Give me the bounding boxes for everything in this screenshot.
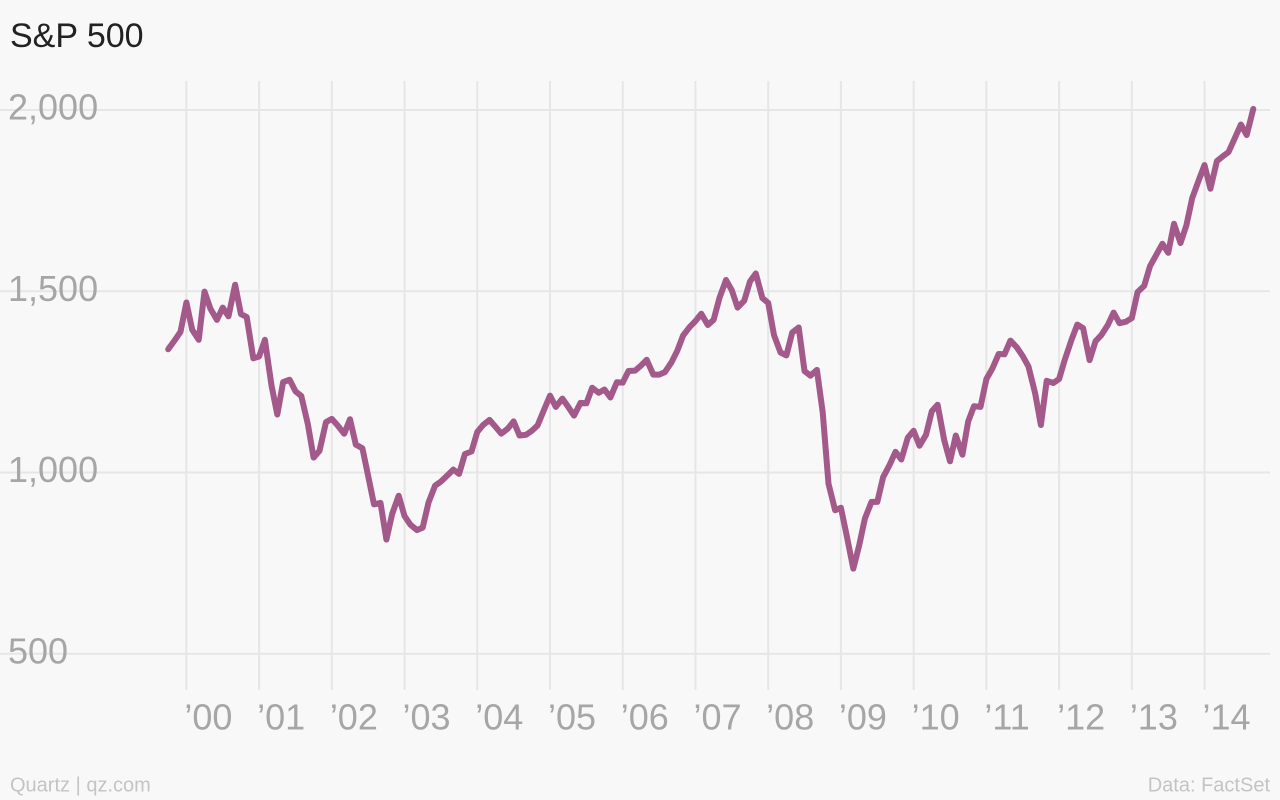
y-tick-label: 500 — [8, 630, 68, 671]
source: Data: FactSet — [1148, 774, 1271, 796]
x-tick-label: ’13 — [1130, 697, 1178, 738]
x-tick-label: ’02 — [330, 697, 378, 738]
x-tick-label: ’04 — [475, 697, 523, 738]
x-tick-label: ’14 — [1203, 697, 1251, 738]
x-tick-label: ’05 — [548, 697, 596, 738]
x-tick-label: ’12 — [1057, 697, 1105, 738]
x-tick-label: ’01 — [257, 697, 305, 738]
x-tick-label: ’00 — [184, 697, 232, 738]
y-tick-label: 1,000 — [8, 449, 98, 490]
x-tick-label: ’08 — [766, 697, 814, 738]
x-tick-label: ’10 — [912, 697, 960, 738]
y-tick-label: 1,500 — [8, 268, 98, 309]
x-tick-label: ’03 — [403, 697, 451, 738]
credit: Quartz | qz.com — [10, 774, 151, 796]
chart-title: S&P 500 — [10, 17, 144, 55]
x-tick-label: ’11 — [984, 697, 1029, 738]
line — [165, 105, 1257, 572]
y-tick-label: 2,000 — [8, 87, 98, 128]
x-tick-label: ’07 — [693, 697, 741, 738]
x-tick-label: ’06 — [621, 697, 669, 738]
x-tick-label: ’09 — [839, 697, 887, 738]
